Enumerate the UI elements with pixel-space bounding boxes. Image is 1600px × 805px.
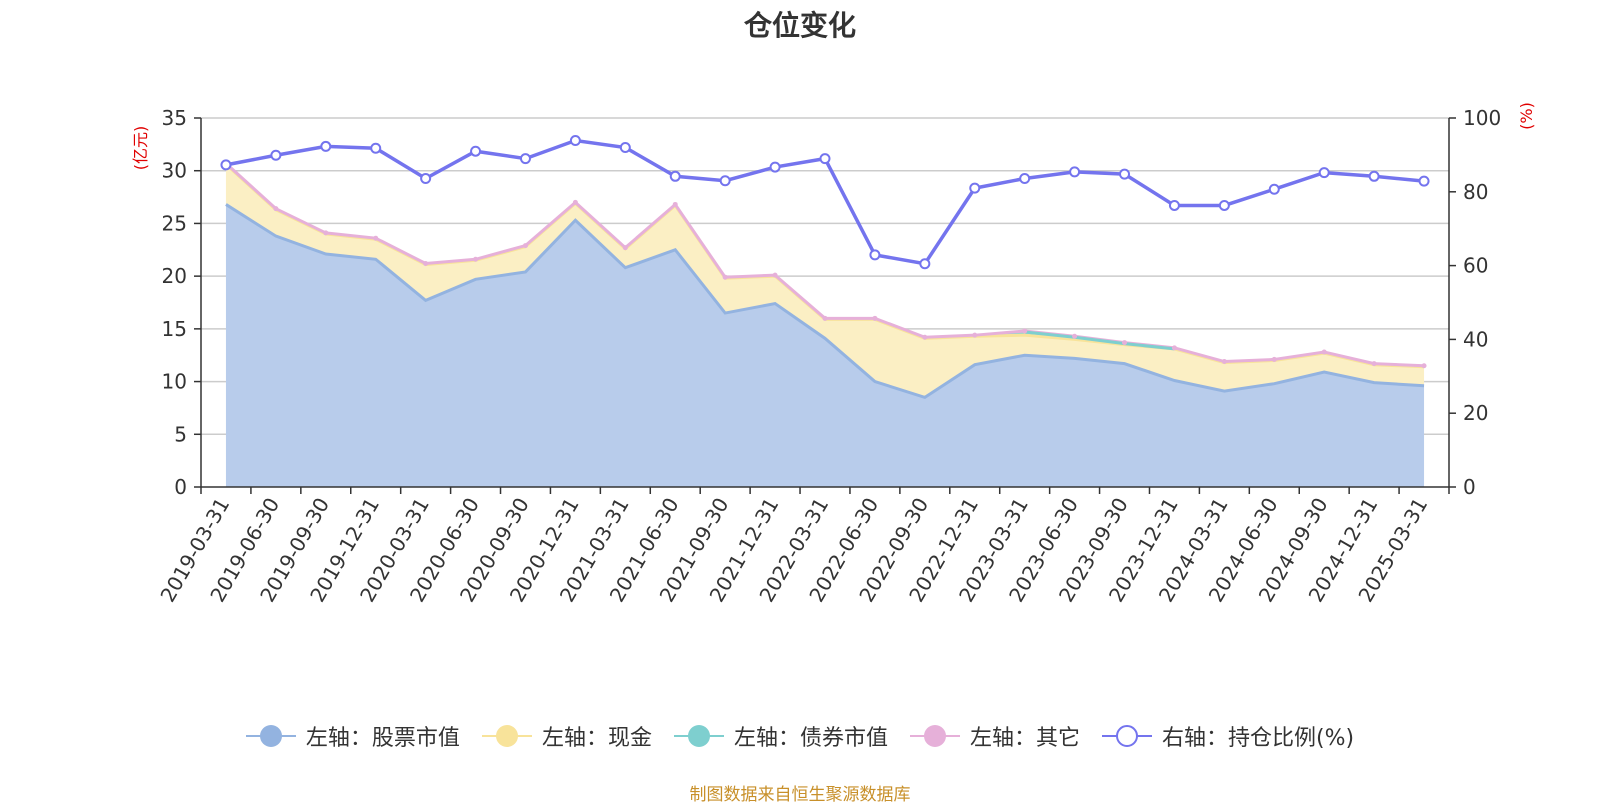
ratio-point bbox=[1019, 173, 1031, 185]
legend-item-stock[interactable]: 左轴：股票市值 bbox=[245, 720, 460, 752]
other-point bbox=[772, 272, 778, 278]
ratio-point bbox=[270, 149, 282, 161]
left-tick-label: 25 bbox=[162, 211, 187, 235]
legend-item-other[interactable]: 左轴：其它 bbox=[909, 720, 1080, 752]
left-tick-label: 0 bbox=[174, 475, 187, 499]
series-line-bond bbox=[1024, 330, 1175, 351]
ratio-point bbox=[1318, 167, 1330, 179]
legend-bond-marker bbox=[673, 724, 724, 748]
legend-other-marker bbox=[909, 724, 960, 748]
ratio-point bbox=[769, 161, 781, 173]
legend-ratio-label: 右轴：持仓比例(%) bbox=[1161, 726, 1355, 751]
ratio-point bbox=[569, 135, 581, 147]
other-point bbox=[1171, 345, 1177, 351]
other-point bbox=[572, 199, 578, 205]
ratio-point bbox=[869, 249, 881, 261]
legend: 左轴：股票市值 左轴：现金 左轴：债券市值 左轴：其它 右轴：持仓比例(%) bbox=[0, 720, 1600, 752]
left-tick-label: 20 bbox=[162, 264, 187, 288]
ratio-point bbox=[1168, 199, 1180, 211]
other-point bbox=[522, 243, 528, 249]
legend-item-ratio[interactable]: 右轴：持仓比例(%) bbox=[1101, 720, 1355, 752]
legend-other-label: 左轴：其它 bbox=[969, 726, 1080, 751]
other-point bbox=[1221, 359, 1227, 365]
other-point bbox=[1371, 361, 1377, 367]
ratio-point bbox=[719, 175, 731, 187]
ratio-point bbox=[1119, 168, 1131, 180]
left-tick-label: 10 bbox=[162, 370, 187, 394]
ratio-point bbox=[320, 140, 332, 152]
other-point bbox=[373, 235, 379, 241]
ratio-point bbox=[420, 173, 432, 185]
other-point bbox=[622, 245, 628, 251]
right-tick-label: 80 bbox=[1463, 180, 1488, 204]
stacked-areas bbox=[223, 160, 1427, 488]
other-point bbox=[1321, 349, 1327, 355]
ratio-point bbox=[220, 159, 232, 171]
area-stock bbox=[225, 204, 1425, 488]
other-point bbox=[1122, 340, 1128, 346]
legend-cash-marker bbox=[481, 724, 532, 748]
ratio-point bbox=[1069, 166, 1081, 178]
left-axis-unit: (亿元) bbox=[131, 126, 150, 171]
ratio-point bbox=[819, 153, 831, 165]
ratio-point bbox=[1218, 199, 1230, 211]
ratio-point bbox=[1418, 175, 1430, 187]
other-point bbox=[972, 332, 978, 338]
ratio-point bbox=[969, 182, 981, 194]
ratio-point bbox=[519, 153, 531, 165]
ratio-point bbox=[919, 258, 931, 270]
ratio-point bbox=[370, 142, 382, 154]
ratio-point bbox=[470, 145, 482, 157]
other-point bbox=[423, 260, 429, 266]
other-point bbox=[1271, 356, 1277, 362]
chart-title: 仓位变化 bbox=[743, 9, 856, 42]
left-tick-label: 30 bbox=[162, 159, 187, 183]
legend-item-cash[interactable]: 左轴：现金 bbox=[481, 720, 652, 752]
ratio-point bbox=[1368, 170, 1380, 182]
series-line-stock bbox=[225, 203, 1425, 400]
legend-stock-marker bbox=[245, 724, 296, 748]
legend-bond-label: 左轴：债券市值 bbox=[733, 726, 888, 751]
right-tick-label: 60 bbox=[1463, 254, 1488, 278]
source-note: 制图数据来自恒生聚源数据库 bbox=[689, 785, 911, 805]
other-point bbox=[1022, 328, 1028, 334]
other-point bbox=[1421, 363, 1427, 369]
ratio-point bbox=[1268, 183, 1280, 195]
area-cash bbox=[225, 164, 1425, 398]
ratio-line-layer bbox=[220, 135, 1430, 270]
right-tick-label: 100 bbox=[1463, 106, 1501, 130]
other-point bbox=[672, 201, 678, 207]
left-tick-label: 15 bbox=[162, 317, 187, 341]
left-tick-label: 5 bbox=[174, 422, 187, 446]
legend-item-bond[interactable]: 左轴：债券市值 bbox=[673, 720, 888, 752]
ratio-point bbox=[619, 142, 631, 154]
right-axis-unit: (%) bbox=[1517, 102, 1536, 130]
other-point bbox=[473, 256, 479, 262]
other-point bbox=[273, 206, 279, 212]
right-tick-label: 20 bbox=[1463, 401, 1488, 425]
other-point bbox=[323, 230, 329, 236]
other-point bbox=[722, 274, 728, 280]
other-point bbox=[822, 315, 828, 321]
other-point bbox=[872, 315, 878, 321]
other-point bbox=[922, 334, 928, 340]
legend-stock-label: 左轴：股票市值 bbox=[305, 726, 460, 751]
right-tick-label: 0 bbox=[1463, 475, 1476, 499]
legend-ratio-marker bbox=[1101, 724, 1152, 748]
right-tick-label: 40 bbox=[1463, 327, 1488, 351]
other-point bbox=[1072, 333, 1078, 339]
ratio-point bbox=[669, 170, 681, 182]
left-tick-label: 35 bbox=[162, 106, 187, 130]
legend-cash-label: 左轴：现金 bbox=[541, 726, 652, 751]
